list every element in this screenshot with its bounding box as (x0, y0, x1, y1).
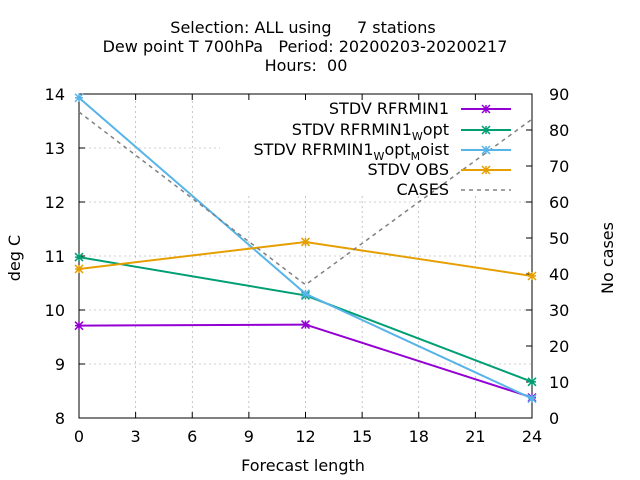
x-tick-label: 6 (187, 427, 197, 446)
title-line-3: Hours: 00 (265, 56, 348, 75)
y2-tick-label: 90 (549, 85, 569, 104)
y-axis-label: deg C (5, 235, 24, 281)
y2-tick-label: 40 (549, 265, 569, 284)
y-tick-label: 11 (45, 247, 65, 266)
legend-label-4: CASES (396, 180, 449, 199)
data-point-1 (527, 377, 537, 387)
data-point-2 (527, 394, 537, 404)
y-tick-label: 14 (45, 85, 65, 104)
series-line-1 (78, 256, 533, 383)
legend-label-1: STDV RFRMIN1Wopt (292, 120, 449, 143)
y2-tick-label: 0 (549, 409, 559, 428)
data-point-0 (74, 321, 84, 331)
legend-marker-0 (481, 104, 491, 114)
x-tick-label: 9 (244, 427, 254, 446)
data-point-3 (300, 237, 311, 247)
y2-tick-label: 50 (549, 229, 569, 248)
data-point-3 (527, 271, 537, 281)
y2-tick-label: 20 (549, 337, 569, 356)
x-tick-label: 12 (295, 427, 315, 446)
y-tick-label: 12 (45, 193, 65, 212)
series-lines (74, 93, 537, 404)
x-tick-label: 0 (74, 427, 84, 446)
legend-label-3: STDV OBS (368, 160, 449, 179)
x-axis-label: Forecast length (241, 456, 365, 475)
data-point-0 (300, 320, 311, 330)
y2-tick-label: 70 (549, 157, 569, 176)
y-tick-label: 9 (55, 355, 65, 374)
data-point-2 (300, 289, 311, 299)
y2-axis-label: No cases (598, 222, 617, 294)
legend-marker-2 (481, 145, 491, 155)
title-line-1: Selection: ALL using 7 stations (170, 18, 435, 37)
legend-label-0: STDV RFRMIN1 (329, 99, 449, 118)
x-tick-label: 21 (465, 427, 485, 446)
y2-tick-label: 80 (549, 121, 569, 140)
y-tick-label: 10 (45, 301, 65, 320)
y2-tick-label: 30 (549, 301, 569, 320)
x-tick-label: 18 (409, 427, 429, 446)
legend-marker-3 (481, 165, 491, 175)
legend-label-2: STDV RFRMIN1WoptMoist (253, 140, 449, 163)
y2-tick-label: 10 (549, 373, 569, 392)
y-tick-label: 8 (55, 409, 65, 428)
y2-tick-label: 60 (549, 193, 569, 212)
data-point-3 (74, 264, 84, 274)
data-point-2 (74, 93, 84, 103)
x-tick-label: 15 (352, 427, 372, 446)
legend-marker-1 (481, 125, 491, 135)
data-point-1 (74, 252, 84, 262)
y-tick-label: 13 (45, 139, 65, 158)
x-tick-label: 24 (522, 427, 542, 446)
tick-labels: 0 3 6 9 12 15 18 21 24 8 9 10 11 12 13 14 0 10 20 30 40 50 60 7… (45, 85, 570, 446)
x-tick-label: 3 (131, 427, 141, 446)
title-line-2: Dew point T 700hPa Period: 20200203-2020… (103, 37, 508, 56)
